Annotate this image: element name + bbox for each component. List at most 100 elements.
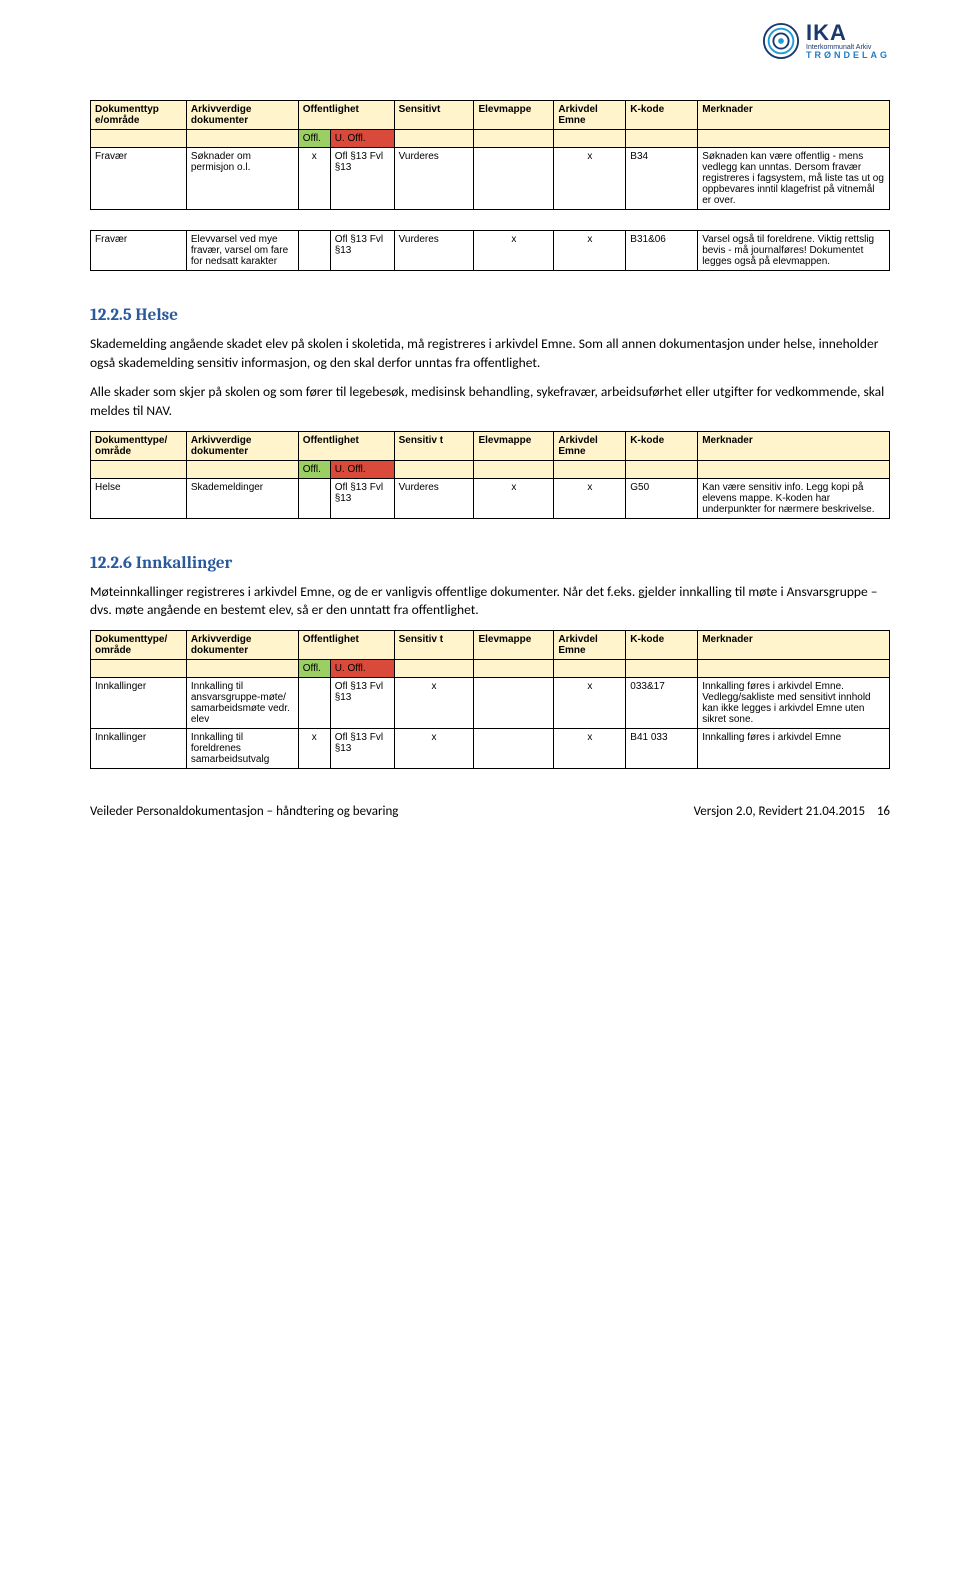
td: x: [554, 148, 626, 210]
th: Arkivdel Emne: [554, 101, 626, 130]
td: [186, 460, 298, 478]
td: Innkallinger: [91, 678, 187, 729]
td: B34: [626, 148, 698, 210]
td: x: [298, 148, 330, 210]
td: [394, 660, 474, 678]
td: Ofl §13 Fvl §13: [330, 478, 394, 518]
subhead-uoffl: U. Offl.: [330, 130, 394, 148]
th: Dokumenttype/ område: [91, 431, 187, 460]
td: Vurderes: [394, 148, 474, 210]
td: x: [394, 678, 474, 729]
th: Sensitiv t: [394, 631, 474, 660]
td: Innkalling føres i arkivdel Emne. Vedleg…: [698, 678, 890, 729]
table-fravaer-2: Fravær Elevvarsel ved mye fravær, varsel…: [90, 230, 890, 271]
table-helse: Dokumenttype/ område Arkivverdige dokume…: [90, 431, 890, 519]
td: [626, 460, 698, 478]
td: [298, 478, 330, 518]
td: [394, 460, 474, 478]
th: Arkivdel Emne: [554, 431, 626, 460]
td: Ofl §13 Fvl §13: [330, 729, 394, 769]
th: Elevmappe: [474, 631, 554, 660]
th: Sensitivt: [394, 101, 474, 130]
td: [626, 130, 698, 148]
td: Fravær: [91, 148, 187, 210]
td: B41 033: [626, 729, 698, 769]
subhead-uoffl: U. Offl.: [330, 660, 394, 678]
th: Dokumenttype/ område: [91, 631, 187, 660]
section-heading-innkallinger: 12.2.6 Innkallinger: [90, 554, 890, 573]
logo-title: IKA: [806, 22, 890, 44]
td: Varsel også til foreldrene. Viktig retts…: [698, 231, 890, 271]
subhead-offl: Offl.: [298, 130, 330, 148]
td: 033&17: [626, 678, 698, 729]
td: x: [394, 729, 474, 769]
td: [698, 130, 890, 148]
td: [554, 460, 626, 478]
td: B31&06: [626, 231, 698, 271]
td: Innkalling føres i arkivdel Emne: [698, 729, 890, 769]
td: [91, 130, 187, 148]
td: G50: [626, 478, 698, 518]
th: K-kode: [626, 431, 698, 460]
td: x: [474, 478, 554, 518]
td: [474, 729, 554, 769]
footer-right: Versjon 2.0, Revidert 21.04.2015: [694, 804, 865, 819]
th: K-kode: [626, 101, 698, 130]
td: Helse: [91, 478, 187, 518]
th: Offentlighet: [298, 101, 394, 130]
td: x: [298, 729, 330, 769]
section-heading-helse: 12.2.5 Helse: [90, 306, 890, 325]
table-row: Innkallinger Innkalling til foreldrenes …: [91, 729, 890, 769]
td: x: [554, 678, 626, 729]
th: Arkivverdige dokumenter: [186, 631, 298, 660]
logo: IKA Interkommunalt Arkiv TRØNDELAG: [762, 22, 890, 60]
paragraph: Alle skader som skjer på skolen og som f…: [90, 383, 890, 421]
td: [474, 678, 554, 729]
th: K-kode: [626, 631, 698, 660]
td: Innkallinger: [91, 729, 187, 769]
logo-swirl-icon: [762, 22, 800, 60]
th: Merknader: [698, 431, 890, 460]
td: Ofl §13 Fvl §13: [330, 231, 394, 271]
th: Offentlighet: [298, 431, 394, 460]
td: Vurderes: [394, 231, 474, 271]
td: [298, 678, 330, 729]
th: Elevmappe: [474, 431, 554, 460]
td: Elevvarsel ved mye fravær, varsel om far…: [186, 231, 298, 271]
subhead-offl: Offl.: [298, 660, 330, 678]
td: [91, 460, 187, 478]
td: [186, 130, 298, 148]
td: Fravær: [91, 231, 187, 271]
td: [474, 660, 554, 678]
table-fravaer: Dokumenttyp e/område Arkivverdige dokume…: [90, 100, 890, 210]
footer-left: Veileder Personaldokumentasjon – håndter…: [90, 804, 398, 819]
th: Sensitiv t: [394, 431, 474, 460]
td: [186, 660, 298, 678]
page-number: 16: [877, 804, 890, 819]
paragraph: Skademelding angående skadet elev på sko…: [90, 335, 890, 373]
td: Skademeldinger: [186, 478, 298, 518]
td: Innkalling til foreldrenes samarbeidsutv…: [186, 729, 298, 769]
th: Dokumenttyp e/område: [91, 101, 187, 130]
td: Kan være sensitiv info. Legg kopi på ele…: [698, 478, 890, 518]
footer: Veileder Personaldokumentasjon – håndter…: [90, 804, 890, 819]
subhead-offl: Offl.: [298, 460, 330, 478]
td: [554, 660, 626, 678]
logo-region: TRØNDELAG: [806, 51, 890, 60]
td: [474, 148, 554, 210]
th: Arkivverdige dokumenter: [186, 101, 298, 130]
td: [298, 231, 330, 271]
td: x: [474, 231, 554, 271]
td: Innkalling til ansvarsgruppe-møte/ samar…: [186, 678, 298, 729]
td: x: [554, 729, 626, 769]
td: [698, 660, 890, 678]
paragraph: Møteinnkallinger registreres i arkivdel …: [90, 583, 890, 621]
th: Arkivdel Emne: [554, 631, 626, 660]
td: [474, 460, 554, 478]
table-row: Fravær Søknader om permisjon o.l. x Ofl …: [91, 148, 890, 210]
table-row: Innkallinger Innkalling til ansvarsgrupp…: [91, 678, 890, 729]
td: [554, 130, 626, 148]
td: Søknaden kan være offentlig - mens vedle…: [698, 148, 890, 210]
td: [394, 130, 474, 148]
td: [698, 460, 890, 478]
